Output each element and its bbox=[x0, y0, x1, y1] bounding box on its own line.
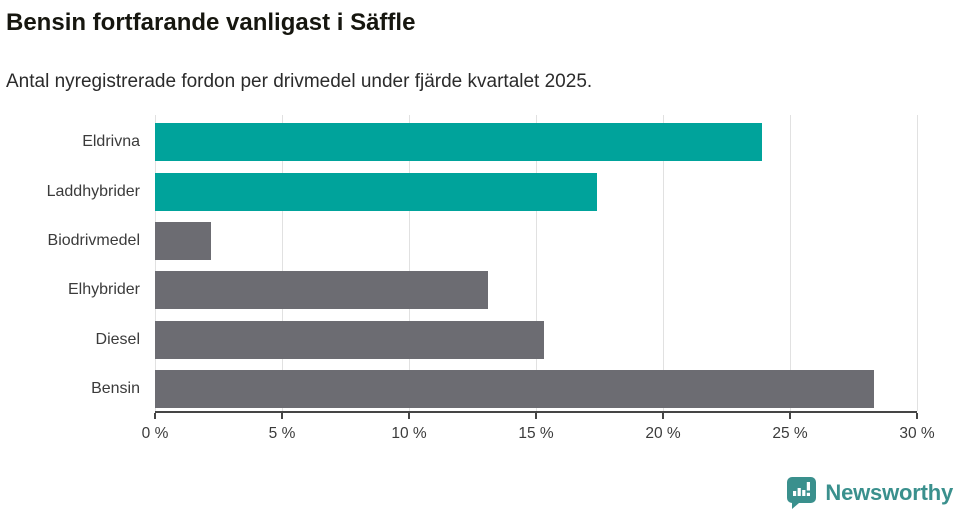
x-axis-tick-label: 5 % bbox=[268, 425, 296, 442]
x-axis-tick-label: 25 % bbox=[772, 425, 808, 442]
x-axis-tick-label: 15 % bbox=[518, 425, 554, 442]
bar-laddhybrider bbox=[155, 172, 597, 211]
x-axis-tick-label: 20 % bbox=[645, 425, 681, 442]
gridline bbox=[917, 115, 918, 411]
newsworthy-logo-text: Newsworthy bbox=[825, 479, 953, 505]
bar-chart: Eldrivna Laddhybrider Biodrivmedel Elhybrid… bbox=[0, 115, 960, 461]
x-axis-tick bbox=[662, 413, 664, 419]
bar-diesel bbox=[155, 320, 544, 359]
category-label: Elhybrider bbox=[67, 281, 140, 299]
gridline bbox=[282, 115, 283, 411]
x-axis-tick bbox=[916, 413, 918, 419]
plot-area: 0 % 5 % 10 % 15 % 20 % 25 % 30 % bbox=[142, 115, 935, 442]
newsworthy-logo-icon bbox=[787, 477, 817, 509]
y-axis-labels: Eldrivna Laddhybrider Biodrivmedel Elhybrid… bbox=[0, 115, 140, 411]
category-label: Laddhybrider bbox=[46, 182, 140, 200]
bar-eldrivna bbox=[155, 123, 763, 162]
x-axis-tick bbox=[789, 413, 791, 419]
gridline bbox=[409, 115, 410, 411]
newsworthy-logo: Newsworthy bbox=[786, 476, 953, 509]
chart-title: Bensin fortfarande vanligast i Säffle bbox=[6, 9, 416, 36]
category-label: Diesel bbox=[95, 330, 140, 348]
bar-elhybrider bbox=[155, 271, 488, 310]
gridline bbox=[663, 115, 664, 411]
gridline bbox=[536, 115, 537, 411]
x-axis-tick-label: 0 % bbox=[141, 425, 169, 442]
category-label: Biodrivmedel bbox=[47, 231, 140, 249]
gridline bbox=[790, 115, 791, 411]
x-axis-tick-label: 30 % bbox=[899, 425, 935, 442]
x-axis-tick-label: 10 % bbox=[391, 425, 427, 442]
bar-bensin bbox=[155, 369, 874, 408]
x-axis-tick bbox=[408, 413, 410, 419]
x-axis-tick bbox=[154, 413, 156, 419]
gridline bbox=[155, 115, 156, 411]
chart-subtitle: Antal nyregistrerade fordon per drivmede… bbox=[6, 71, 593, 92]
category-label: Bensin bbox=[91, 379, 140, 397]
x-axis-tick bbox=[535, 413, 537, 419]
bar-biodrivmedel bbox=[155, 221, 211, 260]
x-axis-tick bbox=[281, 413, 283, 419]
category-label: Eldrivna bbox=[82, 133, 140, 151]
